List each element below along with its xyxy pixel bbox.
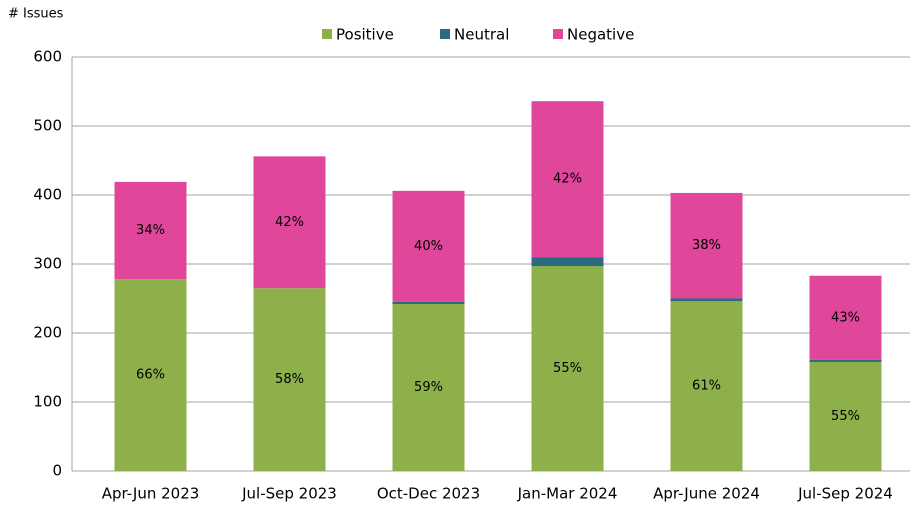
data-label: 55% [553,361,582,376]
bar-segment [114,181,187,280]
bar-segment [809,275,882,360]
x-tick-label: Oct-Dec 2023 [377,485,480,503]
bar-segment [114,279,187,471]
data-label: 40% [414,239,443,254]
data-label: 59% [414,380,443,395]
legend-swatch [440,29,450,39]
data-label: 61% [692,379,721,394]
x-tick-label: Jul-Sep 2023 [241,485,337,503]
legend-label: Neutral [454,26,509,44]
bar-segment [531,257,604,267]
data-label: 38% [692,238,721,253]
data-label: 58% [275,372,304,387]
data-label: 55% [831,409,860,424]
bar-segment [531,266,604,471]
bar-segment [392,304,465,471]
bar-segment [531,101,604,258]
bar-segment [253,156,326,289]
legend-swatch [553,29,563,39]
data-label: 42% [553,172,582,187]
y-tick-label: 200 [33,324,62,342]
data-label: 66% [136,368,165,383]
x-tick-label: Jan-Mar 2024 [517,485,618,503]
x-tick-label: Jul-Sep 2024 [797,485,893,503]
y-axis-label: # Issues [8,7,64,22]
bar-segment [670,192,743,299]
legend-label: Positive [336,26,394,44]
legend-label: Negative [567,26,634,44]
x-tick-label: Apr-June 2024 [653,485,760,503]
y-tick-label: 400 [33,186,62,204]
data-label: 43% [831,310,860,325]
bar-segment [392,190,465,302]
bar-segment [670,298,743,302]
bar-segment [670,301,743,471]
y-tick-label: 0 [52,462,62,480]
bar-segment [809,359,882,362]
bar-segment [809,361,882,471]
y-tick-label: 500 [33,117,62,135]
data-label: 42% [275,215,304,230]
bar-segment [253,288,326,471]
data-label: 34% [136,223,165,238]
y-tick-label: 600 [33,48,62,66]
legend-swatch [322,29,332,39]
y-tick-label: 300 [33,255,62,273]
x-tick-label: Apr-Jun 2023 [102,485,200,503]
bar-segment [392,301,465,305]
y-tick-label: 100 [33,393,62,411]
